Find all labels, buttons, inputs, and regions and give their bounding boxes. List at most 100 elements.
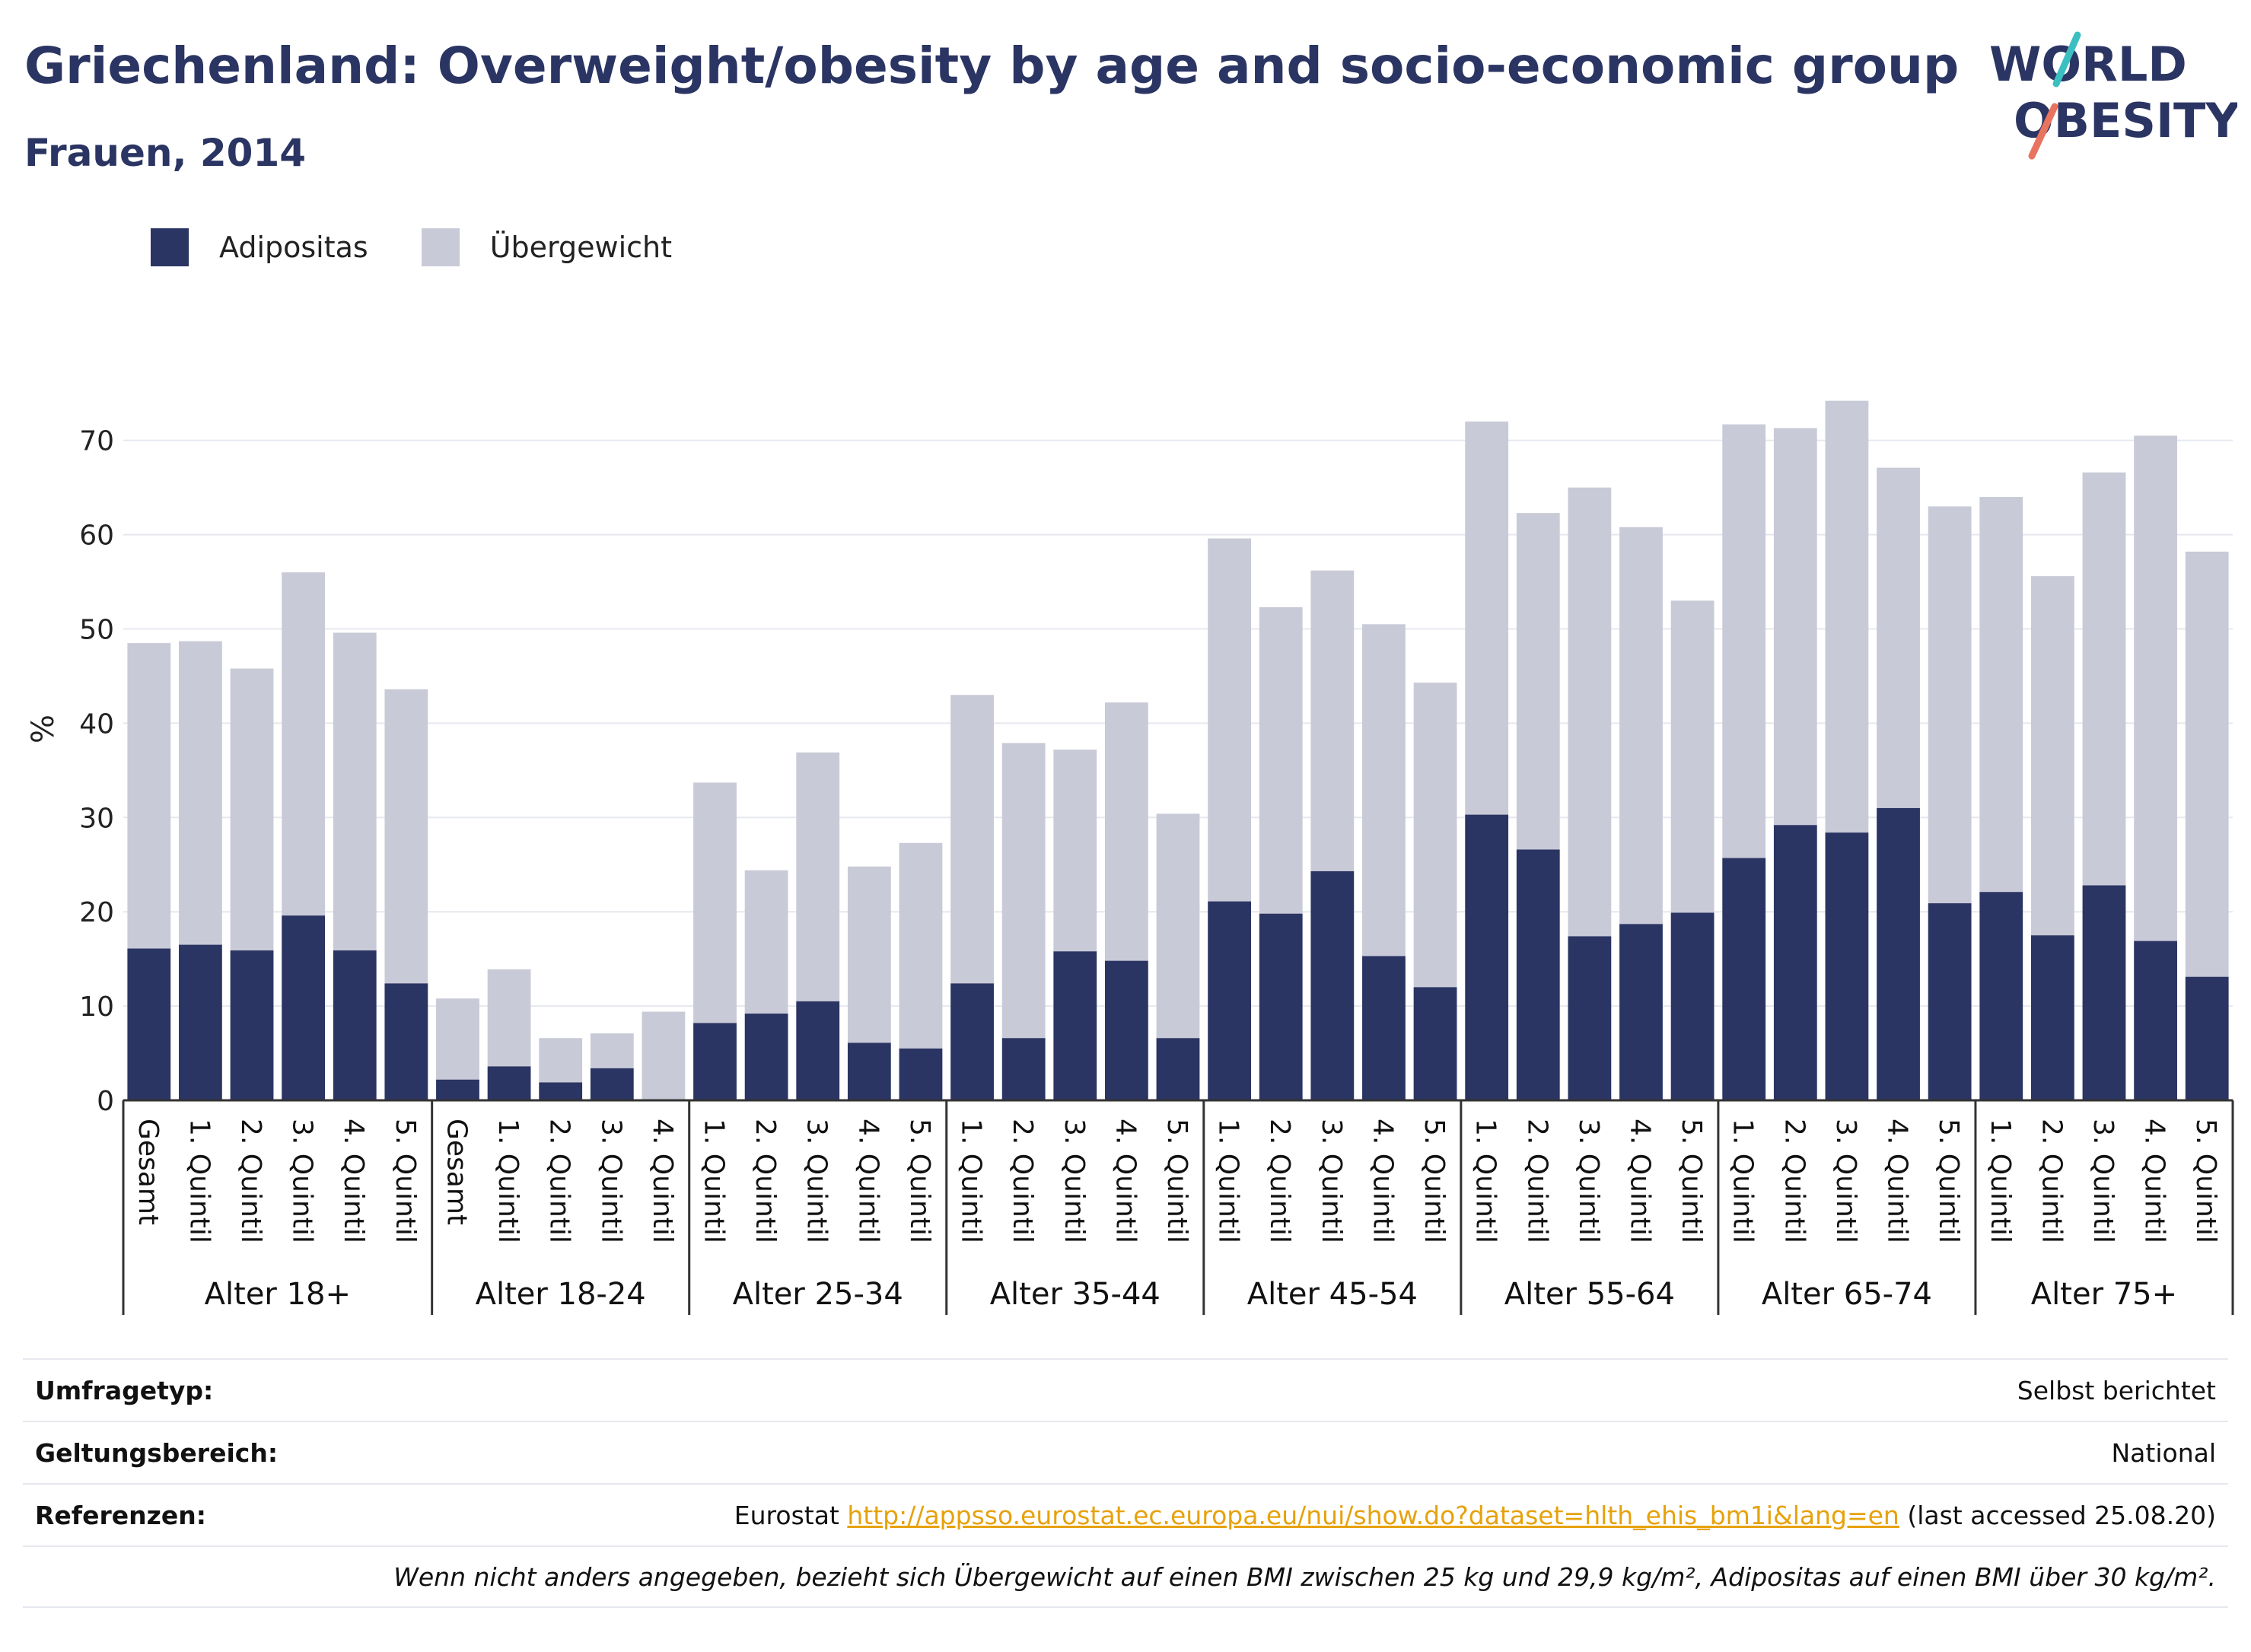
info-row-survey: Umfragetyp: Selbst berichtet	[23, 1358, 2228, 1421]
bar-adipositas	[1773, 825, 1817, 1100]
bar-uebergewicht	[1979, 497, 2023, 893]
y-tick-label: 50	[79, 615, 114, 646]
survey-type-label: Umfragetyp:	[35, 1375, 214, 1405]
legend-item-uebergewicht[interactable]: Übergewicht	[421, 228, 672, 266]
bar-uebergewicht	[899, 842, 943, 1049]
bar-adipositas	[282, 915, 326, 1100]
y-axis-label: %	[26, 715, 61, 743]
definition-note: Wenn nicht anders angegeben, bezieht sic…	[393, 1561, 2216, 1592]
x-tick-label: 3. Quintil	[287, 1119, 318, 1243]
bar-uebergewicht	[1362, 624, 1406, 957]
bar-uebergewicht	[950, 695, 994, 984]
bar-uebergewicht	[693, 782, 737, 1023]
bar-uebergewicht	[1928, 506, 1972, 904]
bar-adipositas	[1053, 951, 1097, 1100]
x-group-label: Alter 18-24	[476, 1277, 646, 1312]
bar-uebergewicht	[1413, 683, 1457, 988]
bar-adipositas	[1465, 814, 1509, 1100]
bar-adipositas	[1208, 901, 1252, 1100]
bar-adipositas	[1104, 960, 1148, 1100]
bar-adipositas	[487, 1066, 531, 1100]
x-tick-label: Gesamt	[132, 1119, 164, 1225]
y-tick-label: 0	[97, 1086, 114, 1117]
bar-adipositas	[1877, 807, 1920, 1100]
x-tick-label: 3. Quintil	[595, 1119, 626, 1243]
x-tick-label: 5. Quintil	[1418, 1119, 1450, 1243]
x-tick-label: 2. Quintil	[1264, 1119, 1295, 1243]
bar-adipositas	[693, 1023, 737, 1100]
bar-adipositas	[1928, 903, 1972, 1100]
legend-swatch-uebergewicht	[421, 228, 460, 266]
x-tick-label: 4. Quintil	[1882, 1119, 1913, 1243]
x-tick-label: 2. Quintil	[1521, 1119, 1552, 1243]
bar-uebergewicht	[1001, 743, 1046, 1039]
x-tick-label: 5. Quintil	[2190, 1119, 2221, 1243]
references-prefix: Eurostat	[734, 1500, 848, 1530]
bar-adipositas	[590, 1068, 634, 1100]
bar-uebergewicht	[2030, 576, 2074, 936]
bar-adipositas	[1362, 956, 1406, 1100]
x-tick-label: 2. Quintil	[1778, 1119, 1810, 1243]
bar-adipositas	[2082, 885, 2126, 1100]
scope-label: Geltungsbereich:	[35, 1437, 279, 1468]
info-row-scope: Geltungsbereich: National	[23, 1421, 2228, 1483]
bar-uebergewicht	[847, 866, 891, 1043]
legend-label-adipositas: Adipositas	[219, 231, 368, 264]
x-tick-label: 4. Quintil	[2139, 1119, 2170, 1243]
bar-adipositas	[1670, 912, 1715, 1100]
y-tick-label: 30	[79, 803, 114, 834]
bar-adipositas	[127, 948, 171, 1100]
bar-uebergewicht	[1722, 424, 1766, 858]
bar-uebergewicht	[2134, 435, 2177, 941]
world-obesity-logo: WORLD OBESITY	[1989, 31, 2237, 160]
bar-adipositas	[1568, 936, 1612, 1100]
chart-title: Griechenland: Overweight/obesity by age …	[24, 37, 1960, 95]
bar-uebergewicht	[384, 689, 428, 984]
x-group-label: Alter 45-54	[1247, 1277, 1418, 1312]
x-tick-label: 4. Quintil	[1367, 1119, 1398, 1243]
x-tick-label: 3. Quintil	[1059, 1119, 1090, 1243]
x-tick-label: 2. Quintil	[544, 1119, 575, 1243]
bar-adipositas	[1413, 987, 1457, 1100]
x-tick-label: 2. Quintil	[235, 1119, 266, 1243]
bar-uebergewicht	[796, 752, 840, 1001]
x-group-label: Alter 65-74	[1762, 1277, 1932, 1312]
x-tick-label: 1. Quintil	[183, 1119, 215, 1243]
bar-adipositas	[1722, 858, 1766, 1100]
bar-uebergewicht	[1053, 750, 1097, 952]
logo-line1: WORLD	[1989, 37, 2187, 92]
bar-adipositas	[333, 950, 377, 1100]
x-group-label: Alter 55-64	[1504, 1277, 1675, 1312]
bar-adipositas	[1310, 871, 1355, 1100]
bar-uebergewicht	[590, 1033, 634, 1068]
legend-item-adipositas[interactable]: Adipositas	[151, 228, 368, 266]
y-tick-label: 20	[79, 897, 114, 928]
bar-uebergewicht	[1825, 400, 1869, 833]
bar-adipositas	[384, 983, 428, 1100]
x-tick-label: 2. Quintil	[1007, 1119, 1038, 1243]
x-group-label: Alter 18+	[205, 1277, 351, 1312]
x-tick-label: 3. Quintil	[801, 1119, 833, 1243]
bar-uebergewicht	[539, 1038, 583, 1083]
x-tick-label: 3. Quintil	[2087, 1119, 2119, 1243]
x-group-label: Alter 35-44	[990, 1277, 1161, 1312]
bar-uebergewicht	[282, 572, 326, 916]
y-tick-label: 60	[79, 520, 114, 552]
bar-uebergewicht	[436, 998, 479, 1080]
legend: Adipositas Übergewicht	[151, 227, 725, 268]
x-tick-label: 1. Quintil	[492, 1119, 524, 1243]
logo-slash-coral	[2028, 103, 2058, 160]
x-tick-label: 3. Quintil	[1830, 1119, 1861, 1243]
bar-adipositas	[744, 1014, 788, 1100]
x-tick-label: 5. Quintil	[904, 1119, 935, 1243]
bar-adipositas	[2134, 941, 2177, 1100]
x-tick-label: 1. Quintil	[1470, 1119, 1501, 1243]
bar-adipositas	[796, 1001, 840, 1100]
bar-adipositas	[2185, 976, 2229, 1100]
y-tick-label: 10	[79, 992, 114, 1023]
x-tick-label: Gesamt	[441, 1119, 472, 1225]
bar-adipositas	[1619, 924, 1663, 1100]
bar-adipositas	[436, 1079, 479, 1100]
bar-chart: 0 10 20 30 40 50 60 70% Gesamt 1. Quintil 2. Quint…	[26, 400, 2234, 1315]
references-link[interactable]: http://appsso.eurostat.ec.europa.eu/nui/…	[847, 1500, 1899, 1530]
